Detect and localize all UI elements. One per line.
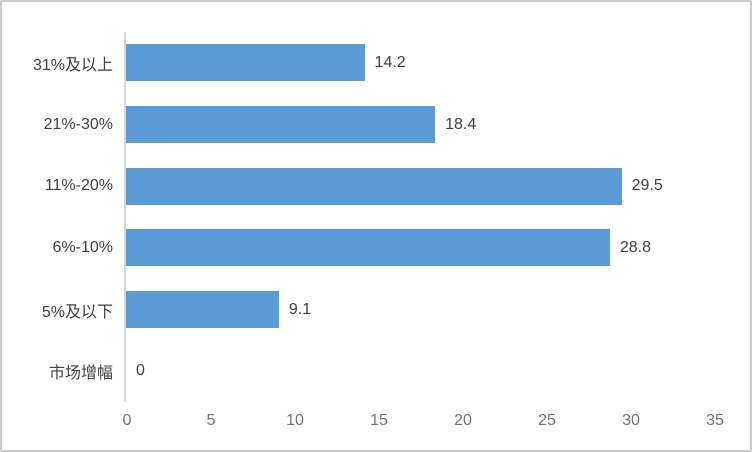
x-axis: 0 5 10 15 20 25 30 35 — [122, 410, 750, 434]
category-label: 11%-20% — [44, 177, 113, 195]
chart-row: 6%-10% 28.8 — [2, 217, 750, 279]
bar-area: 28.8 — [124, 217, 750, 279]
category-label: 31%及以上 — [32, 56, 113, 74]
value-label: 28.8 — [619, 238, 651, 256]
bar-area: 29.5 — [124, 155, 750, 218]
x-tick-label: 30 — [622, 412, 640, 429]
value-label: 29.5 — [631, 177, 663, 195]
bar — [126, 167, 622, 205]
value-label: 9.1 — [288, 300, 312, 318]
x-tick-label: 10 — [286, 412, 304, 429]
bar — [126, 229, 610, 267]
x-tick-label: 5 — [206, 412, 216, 429]
category-label: 市场增幅 — [48, 365, 113, 383]
bar — [126, 291, 279, 329]
bar-area: 18.4 — [124, 93, 750, 156]
bar-area: 14.2 — [124, 32, 750, 94]
chart-row: 5%及以下 9.1 — [2, 278, 750, 341]
chart-row: 21%-30% 18.4 — [2, 93, 750, 156]
x-tick-label: 0 — [122, 412, 132, 429]
x-tick-label: 15 — [370, 412, 388, 429]
bar-area: 9.1 — [124, 278, 750, 341]
value-label: 18.4 — [445, 115, 477, 133]
chart-row: 31%及以上 14.2 — [2, 32, 750, 94]
bar-chart-plot-area: 31%及以上 14.2 21%-30% 18.4 11%-20% 29.5 6%-10% 28… — [2, 32, 750, 403]
value-label: 0 — [136, 362, 145, 380]
chart-row: 市场增幅 0 — [2, 340, 750, 403]
bar — [126, 106, 436, 144]
x-tick-label: 20 — [454, 412, 472, 429]
x-tick-label: 25 — [538, 412, 556, 429]
bar-area: 0 — [124, 340, 750, 403]
category-label: 5%及以下 — [41, 303, 113, 321]
value-label: 14.2 — [374, 53, 406, 71]
category-label: 6%-10% — [52, 238, 113, 256]
category-label: 21%-30% — [43, 115, 113, 133]
x-tick-label: 35 — [706, 412, 724, 429]
bar — [126, 44, 365, 82]
chart-row: 11%-20% 29.5 — [2, 155, 750, 218]
